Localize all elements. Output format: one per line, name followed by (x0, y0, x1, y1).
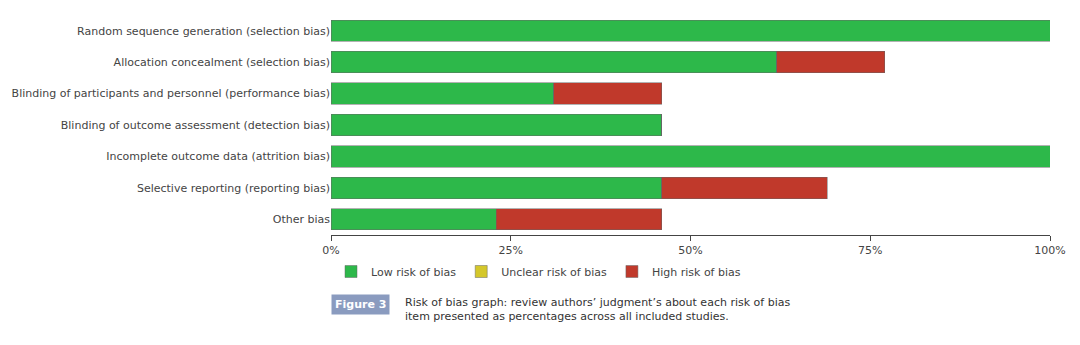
svg-text:75%: 75% (858, 244, 882, 257)
svg-text:Selective reporting (reporting: Selective reporting (reporting bias) (137, 182, 330, 195)
svg-text:Low risk of bias: Low risk of bias (371, 266, 456, 279)
svg-text:100%: 100% (1034, 244, 1065, 257)
svg-text:Figure 3: Figure 3 (335, 298, 386, 311)
svg-text:Unclear risk of bias: Unclear risk of bias (501, 266, 607, 279)
svg-text:Blinding of participants and p: Blinding of participants and personnel (… (12, 87, 330, 100)
svg-text:Other bias: Other bias (273, 213, 331, 226)
svg-text:0%: 0% (322, 244, 339, 257)
svg-text:Incomplete outcome data (attri: Incomplete outcome data (attrition bias) (106, 150, 330, 163)
svg-text:50%: 50% (678, 244, 702, 257)
svg-text:25%: 25% (499, 244, 523, 257)
svg-text:Allocation concealment (select: Allocation concealment (selection bias) (114, 56, 330, 69)
svg-text:High risk of bias: High risk of bias (652, 266, 741, 279)
svg-text:Risk of bias graph: review aut: Risk of bias graph: review authors’ judg… (405, 296, 790, 323)
svg-text:Random sequence generation (se: Random sequence generation (selection bi… (77, 25, 330, 38)
svg-text:Blinding of outcome assessment: Blinding of outcome assessment (detectio… (61, 119, 330, 132)
